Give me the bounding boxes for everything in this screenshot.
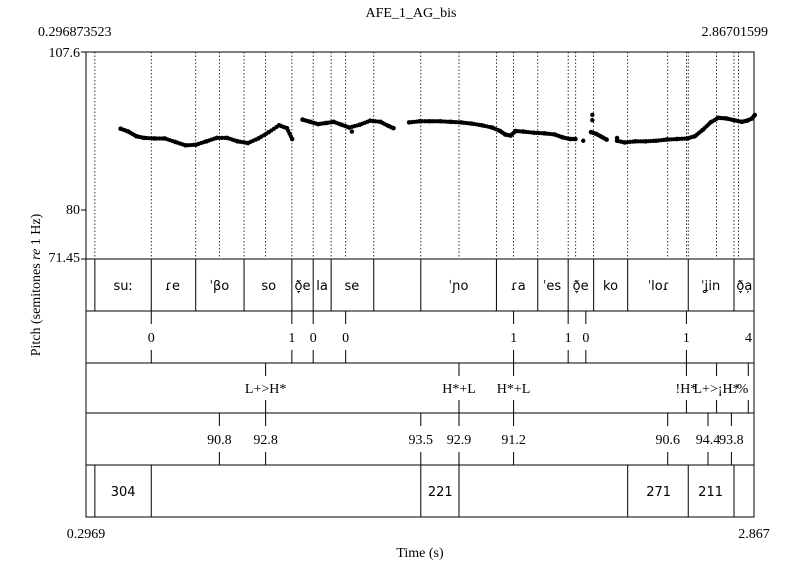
- chart-frame: [85, 51, 755, 518]
- y-axis-label-part1: Pitch (semitones: [29, 260, 44, 356]
- point-label: 0: [582, 331, 589, 346]
- point-label: L%: [728, 382, 749, 397]
- chart-title: AFE_1_AG_bis: [365, 6, 456, 21]
- interval-label: ˈβo: [209, 279, 229, 294]
- x-tick-end: 2.867: [738, 527, 770, 542]
- point-label: 91.2: [501, 433, 526, 448]
- point-label: 93.5: [409, 433, 434, 448]
- x-tick-start: 0.2969: [67, 527, 106, 542]
- y-axis-label-italic: re: [29, 249, 44, 260]
- point-label: 90.6: [655, 433, 680, 448]
- point-label: 1: [288, 331, 295, 346]
- point-label: 94.4: [696, 433, 721, 448]
- pitch-point: [289, 136, 295, 142]
- interval-label: 304: [111, 485, 136, 500]
- interval-label: 211: [698, 485, 723, 500]
- point-label: 0: [342, 331, 349, 346]
- point-label: 0: [148, 331, 155, 346]
- interval-label: suː: [113, 279, 132, 294]
- point-label: 92.9: [447, 433, 472, 448]
- point-label: 4: [745, 331, 752, 346]
- point-label: 92.8: [253, 433, 278, 448]
- selection-end-label: 2.86701599: [702, 25, 769, 40]
- point-label: 93.8: [719, 433, 744, 448]
- interval-label: ɾa: [511, 279, 526, 294]
- pitch-point: [752, 112, 758, 118]
- point-label: 1: [565, 331, 572, 346]
- point-label: 0: [310, 331, 317, 346]
- pitch-point: [573, 136, 578, 142]
- point-label: H*+L: [442, 382, 476, 397]
- point-label: H*+L: [497, 382, 531, 397]
- pitch-point: [590, 112, 595, 118]
- point-label: L+>H*: [245, 382, 286, 397]
- pitch-point: [391, 125, 396, 131]
- y-tick-top: 107.6: [49, 46, 81, 61]
- point-label: 1: [510, 331, 517, 346]
- pitch-point: [604, 137, 609, 142]
- selection-start-label: 0.296873523: [38, 25, 112, 40]
- interval-label: se: [345, 279, 360, 294]
- y-tick-80: 80: [66, 203, 80, 218]
- interval-label: ˈɲo: [449, 279, 469, 294]
- interval-label: ˈʝin: [701, 279, 720, 294]
- point-label: 1: [683, 331, 690, 346]
- interval-label: ˈloɾ: [648, 279, 670, 294]
- pitch-point: [590, 117, 595, 123]
- pitch-point: [614, 135, 620, 141]
- x-axis-label: Time (s): [396, 546, 444, 561]
- pitch-point: [581, 138, 586, 143]
- interval-label: ð̞a̦: [736, 279, 752, 294]
- interval-label: ð̞e: [295, 279, 311, 294]
- point-label: !H*: [676, 382, 698, 397]
- y-tick-bottom: 71.45: [49, 251, 81, 266]
- point-label: 90.8: [207, 433, 232, 448]
- interval-label: ð̞e: [573, 279, 589, 294]
- interval-label: ko: [603, 279, 618, 294]
- interval-label: ɾe: [165, 279, 180, 294]
- interval-label: ˈes: [543, 279, 562, 294]
- interval-label: 271: [646, 485, 671, 500]
- interval-label: 221: [428, 485, 453, 500]
- pitch-point: [349, 129, 355, 134]
- plot-layer: suː ɾe ˈβo so ð̞e la se ˈɲo ɾa ˈes ð̞e ko ˈloɾ ˈʝin ð̞…: [81, 51, 758, 518]
- interval-label: la: [316, 279, 328, 294]
- y-axis-label-part3: 1 Hz): [29, 213, 44, 248]
- y-axis-label: Pitch (semitones re 1 Hz): [29, 213, 44, 356]
- interval-label: so: [261, 279, 276, 294]
- point-label: L+>¡H*: [694, 382, 740, 397]
